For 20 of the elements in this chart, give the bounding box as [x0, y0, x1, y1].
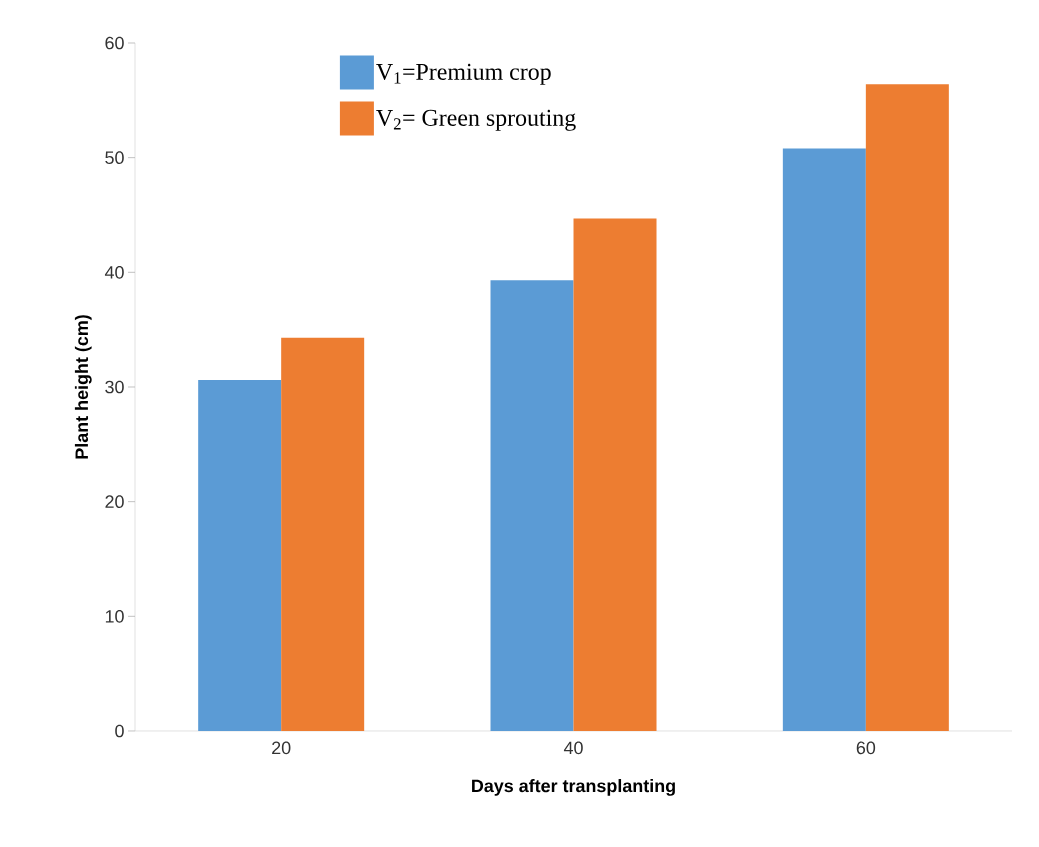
y-tick-label: 20	[105, 495, 124, 508]
bar	[782, 148, 866, 731]
y-axis-title: Plant height (cm)	[74, 315, 92, 459]
legend-label: V$_{2}$= Green sprouting	[376, 109, 576, 131]
y-tick-label: 60	[105, 36, 124, 50]
bar	[198, 380, 282, 731]
x-tick-label: 40	[563, 741, 583, 755]
x-tick-label: 20	[272, 741, 291, 755]
bar	[573, 218, 657, 731]
x-axis-title: Days after transplanting	[472, 779, 675, 796]
y-tick-label: 40	[104, 265, 124, 279]
legend-label: V$_{1}$=Premium crop	[376, 63, 551, 85]
y-tick-label: 10	[105, 609, 124, 623]
y-tick-label: 0	[115, 724, 124, 738]
bar	[281, 337, 365, 731]
bar	[490, 280, 574, 731]
y-tick-label: 50	[105, 151, 124, 164]
bar	[865, 84, 949, 731]
y-tick-label: 30	[105, 380, 124, 394]
x-tick-label: 60	[856, 741, 876, 755]
